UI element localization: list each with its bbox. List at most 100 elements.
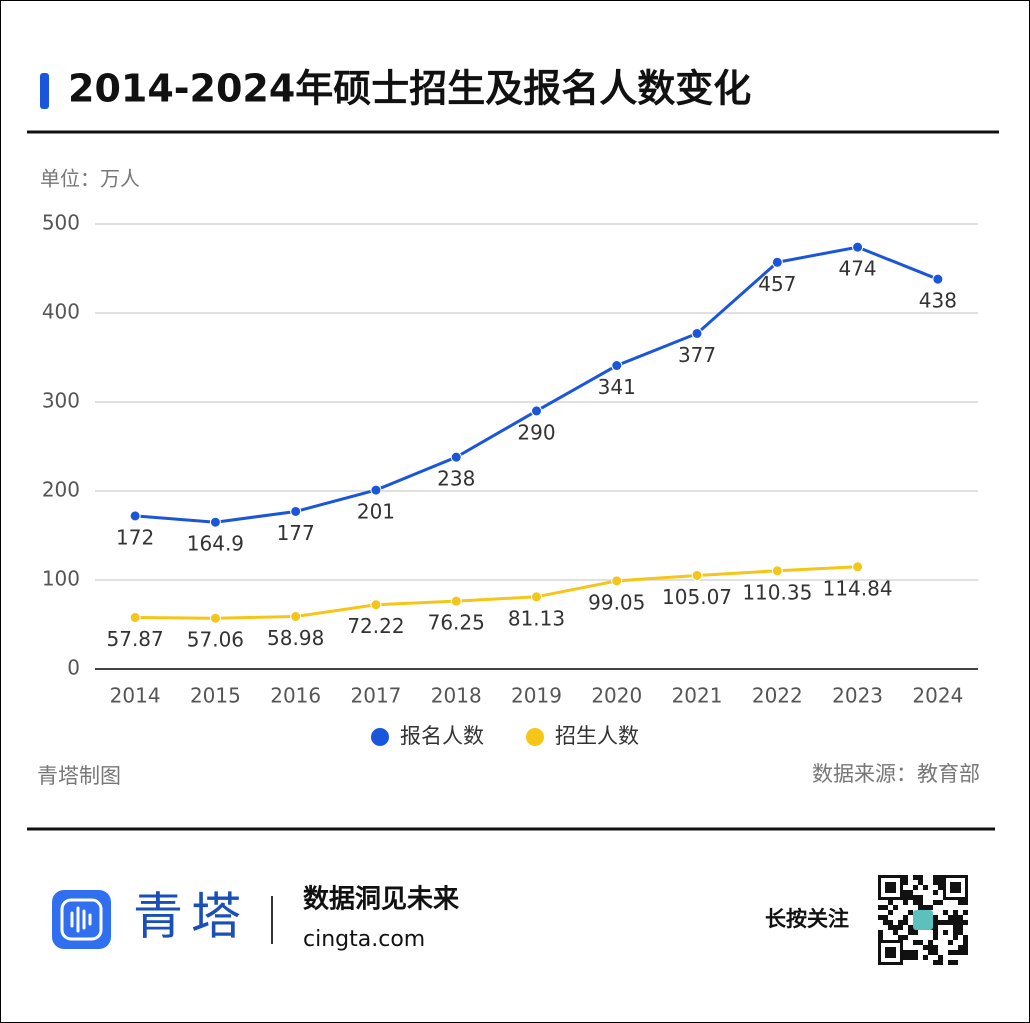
qr-cell bbox=[943, 930, 948, 935]
qr-cell bbox=[908, 895, 913, 900]
qr-cell bbox=[958, 950, 963, 955]
qr-cell bbox=[933, 935, 938, 940]
qr-cell bbox=[913, 900, 918, 905]
qr-cell bbox=[898, 920, 903, 925]
data-label: 114.84 bbox=[823, 576, 893, 600]
qr-center bbox=[913, 910, 933, 930]
qr-cell bbox=[933, 960, 938, 965]
y-tick-label: 200 bbox=[42, 478, 80, 502]
x-tick-label: 2018 bbox=[431, 684, 482, 708]
qr-cell bbox=[938, 955, 943, 960]
qr-cell bbox=[928, 940, 933, 945]
qr-cell bbox=[953, 950, 958, 955]
data-point bbox=[209, 516, 221, 528]
qr-cell bbox=[918, 895, 923, 900]
qr-finder bbox=[943, 875, 968, 900]
data-point bbox=[129, 510, 141, 522]
qr-cell bbox=[878, 935, 883, 940]
x-tick-label: 2024 bbox=[912, 684, 963, 708]
qr-cell bbox=[918, 905, 923, 910]
qr-cell bbox=[963, 940, 968, 945]
x-tick-label: 2021 bbox=[672, 684, 723, 708]
qr-cell bbox=[958, 945, 963, 950]
credit: 青塔制图 bbox=[37, 764, 121, 788]
qr-cell bbox=[953, 935, 958, 940]
qr-cell bbox=[933, 890, 938, 895]
qr-cell bbox=[908, 955, 913, 960]
data-label: 99.05 bbox=[588, 590, 645, 614]
qr-cell bbox=[918, 880, 923, 885]
y-tick-label: 0 bbox=[67, 656, 80, 680]
qr-cell bbox=[948, 915, 953, 920]
data-point bbox=[771, 256, 783, 268]
data-label: 457 bbox=[758, 272, 796, 296]
qr-cell bbox=[908, 890, 913, 895]
qr-cell bbox=[888, 910, 893, 915]
data-point bbox=[611, 360, 623, 372]
y-tick-label: 100 bbox=[42, 567, 80, 591]
qr-cell bbox=[933, 930, 938, 935]
chart-title: 2014-2024年硕士招生及报名人数变化 bbox=[68, 67, 751, 111]
qr-cell bbox=[898, 925, 903, 930]
qr-cell bbox=[938, 900, 943, 905]
data-point bbox=[932, 273, 944, 285]
qr-cell bbox=[948, 920, 953, 925]
qr-cell bbox=[903, 880, 908, 885]
qr-cell bbox=[913, 930, 918, 935]
qr-cell bbox=[903, 955, 908, 960]
y-tick-label: 500 bbox=[42, 211, 80, 235]
data-label: 341 bbox=[598, 375, 636, 399]
data-point bbox=[290, 505, 302, 517]
qr-cell bbox=[918, 875, 923, 880]
qr-cell bbox=[903, 935, 908, 940]
qr-cell bbox=[903, 915, 908, 920]
data-label: 164.9 bbox=[187, 532, 244, 556]
qr-finder bbox=[878, 940, 903, 965]
legend-marker bbox=[371, 728, 389, 746]
qr-cell bbox=[903, 920, 908, 925]
data-point bbox=[611, 575, 623, 587]
series-line bbox=[135, 565, 858, 620]
qr-cell bbox=[963, 920, 968, 925]
data-label: 201 bbox=[357, 500, 395, 524]
data-point bbox=[129, 611, 141, 623]
qr-cell bbox=[908, 925, 913, 930]
qr-cell bbox=[943, 910, 948, 915]
qr-cell bbox=[898, 935, 903, 940]
qr-cell bbox=[963, 910, 968, 915]
qr-cell bbox=[908, 910, 913, 915]
data-label: 172 bbox=[116, 525, 154, 549]
data-label: 72.22 bbox=[347, 614, 404, 638]
data-label: 290 bbox=[517, 420, 555, 444]
data-point bbox=[852, 241, 864, 253]
x-tick-label: 2017 bbox=[351, 684, 402, 708]
qr-cell bbox=[903, 875, 908, 880]
qr-cell bbox=[883, 905, 888, 910]
qr-cell bbox=[933, 915, 938, 920]
qr-cell bbox=[928, 905, 933, 910]
qr-cell bbox=[923, 945, 928, 950]
qr-cell bbox=[943, 920, 948, 925]
source: 数据来源：教育部 bbox=[812, 762, 980, 786]
qr-cell bbox=[938, 880, 943, 885]
data-label: 110.35 bbox=[742, 580, 812, 604]
qr-cell bbox=[938, 920, 943, 925]
logo bbox=[52, 890, 111, 949]
data-point bbox=[370, 599, 382, 611]
x-tick-label: 2022 bbox=[752, 684, 803, 708]
qr-cell bbox=[903, 900, 908, 905]
qr-cell bbox=[913, 950, 918, 955]
qr-cell bbox=[938, 960, 943, 965]
data-label: 81.13 bbox=[508, 606, 565, 630]
data-label: 58.98 bbox=[267, 626, 324, 650]
follow: 长按关注 bbox=[765, 907, 849, 931]
qr-cell bbox=[948, 960, 953, 965]
qr-cell bbox=[953, 930, 958, 935]
logo-icon-inner bbox=[60, 898, 103, 941]
qr-cell bbox=[958, 920, 963, 925]
legend-marker bbox=[526, 728, 544, 746]
x-tick-label: 2016 bbox=[270, 684, 321, 708]
data-point bbox=[209, 612, 221, 624]
data-point bbox=[370, 484, 382, 496]
